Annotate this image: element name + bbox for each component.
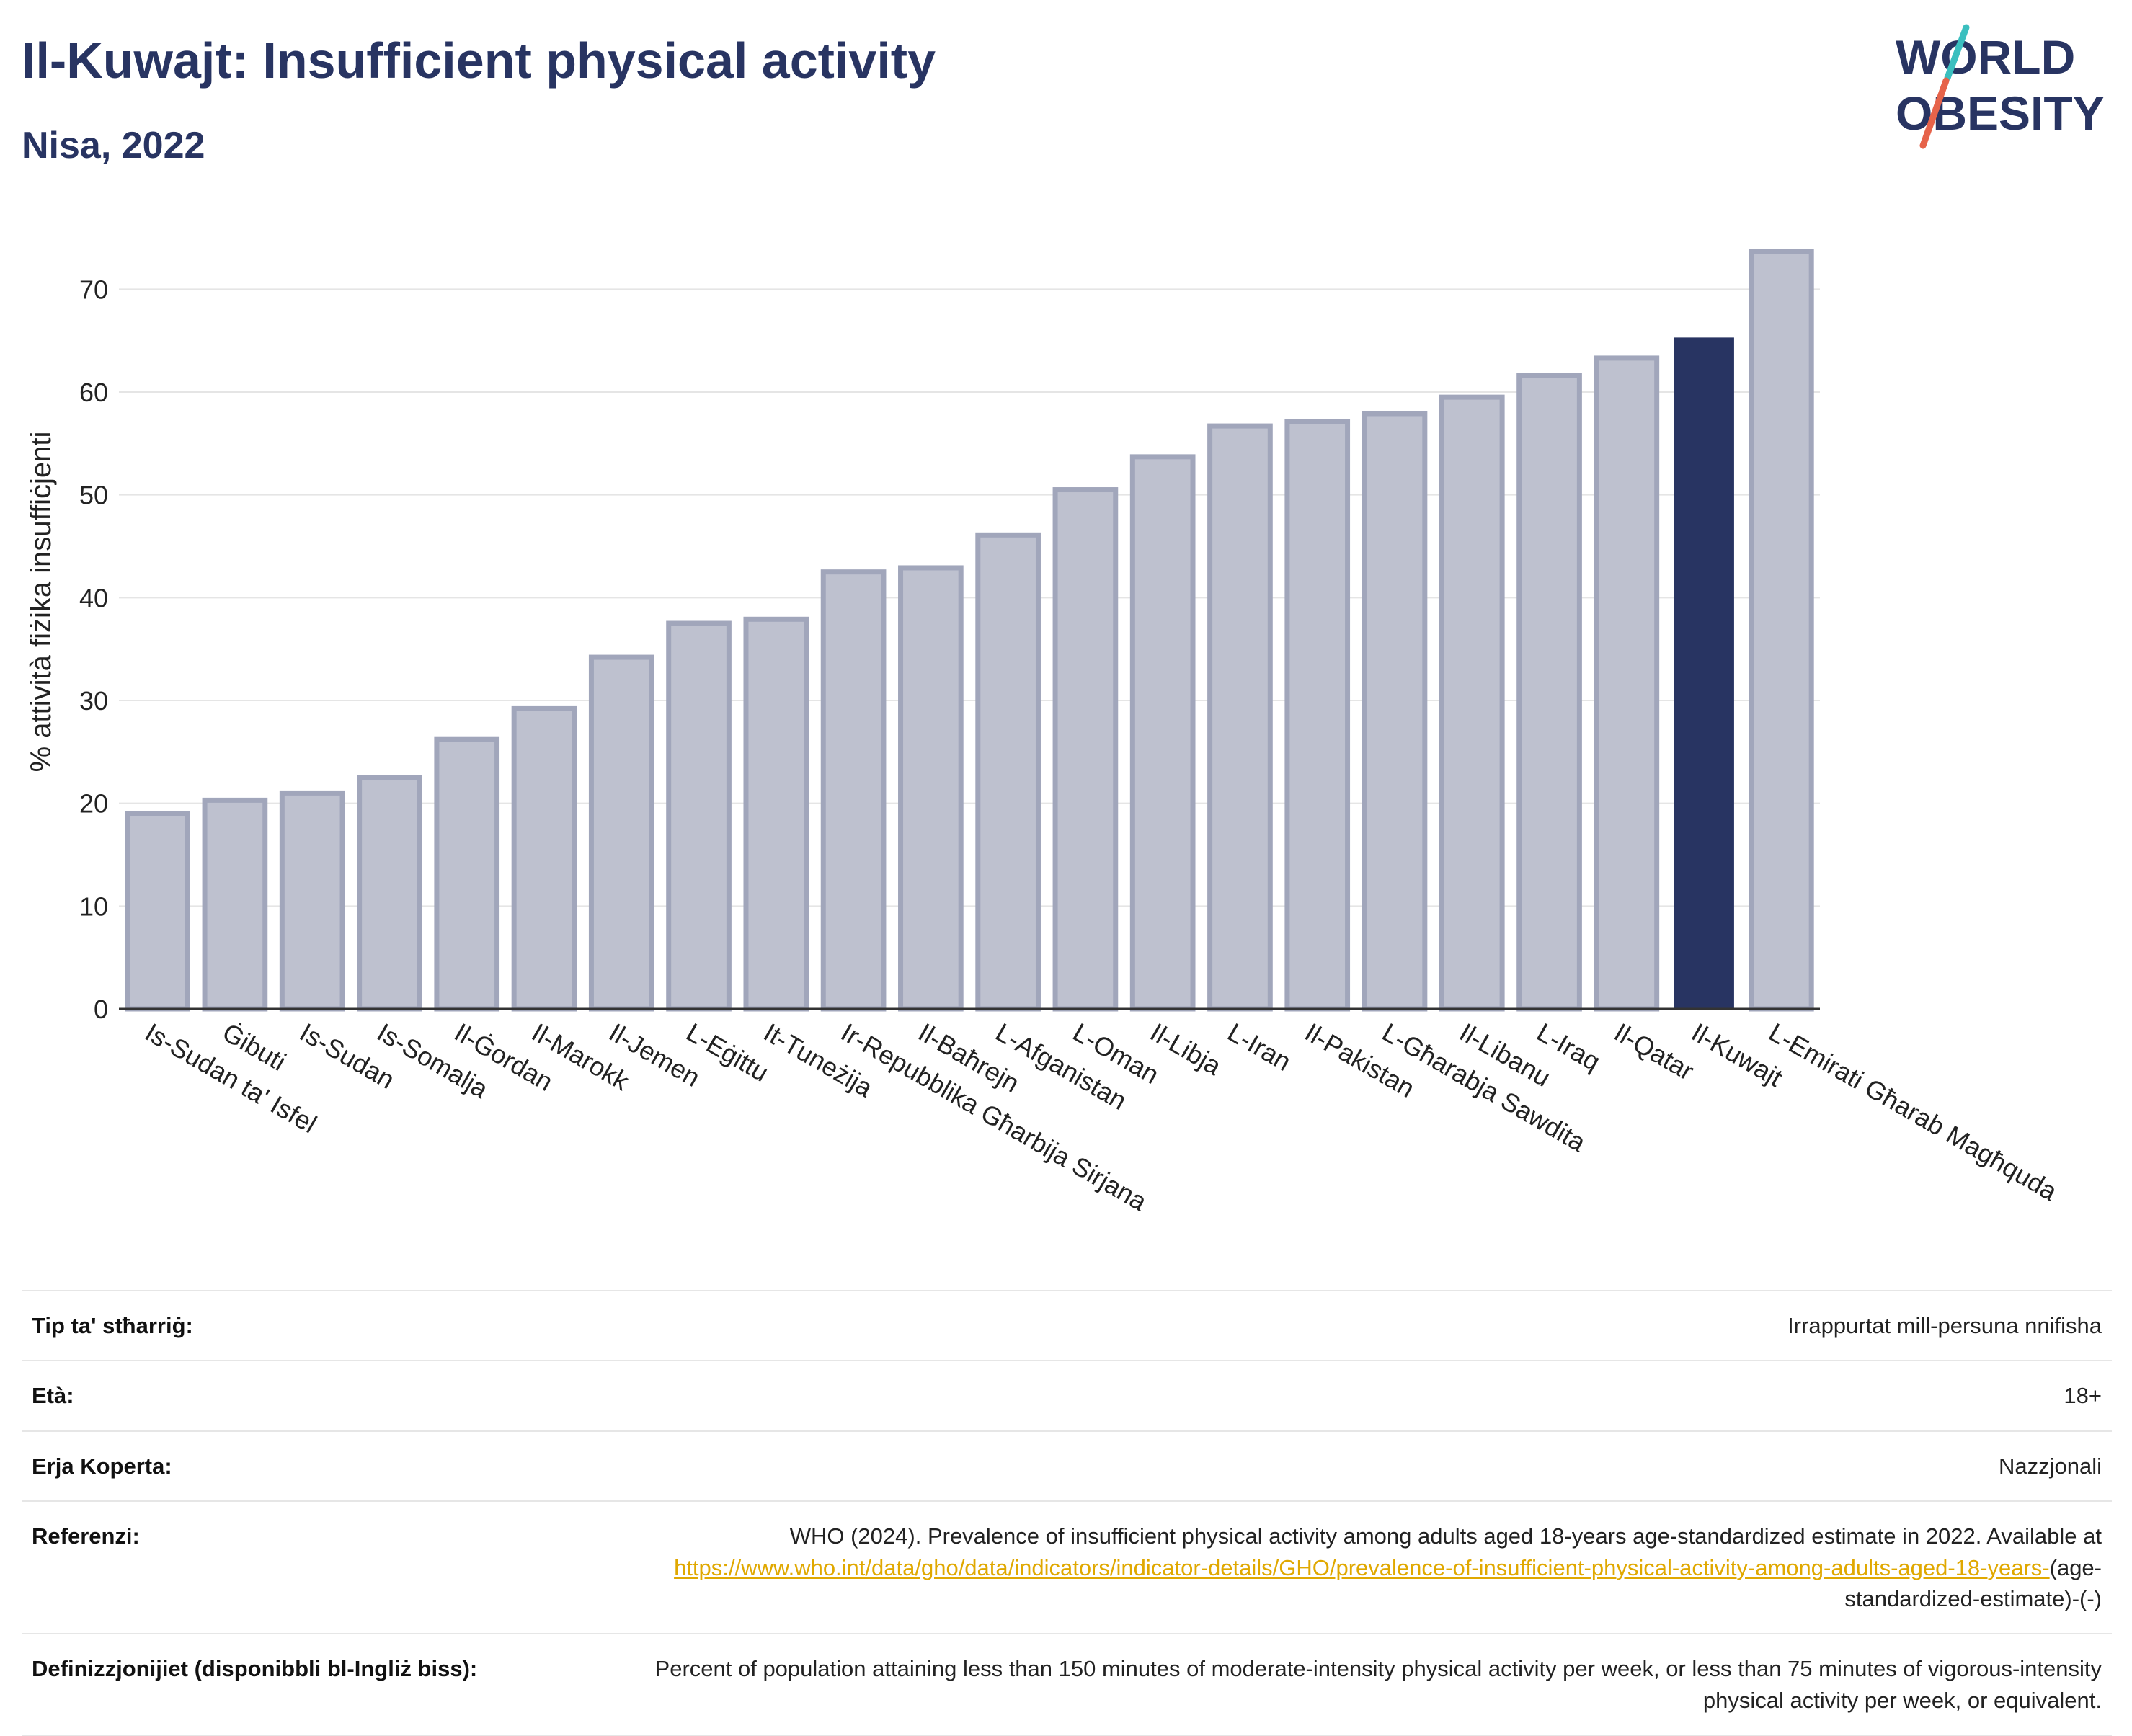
bar xyxy=(588,654,654,1012)
y-tick-label: 70 xyxy=(79,275,108,304)
info-label: Erja Koperta: xyxy=(22,1430,590,1503)
bar xyxy=(666,620,732,1012)
bar-highlighted xyxy=(1674,337,1734,1009)
logo-line1: WORLD xyxy=(1896,30,2075,84)
bar xyxy=(975,532,1041,1012)
x-tick-label: Il-Qatar xyxy=(1609,1017,1699,1086)
info-row-definition: Definizzjonijiet (disponibbli bl-Ingliż … xyxy=(22,1633,2112,1736)
bar xyxy=(743,616,809,1012)
y-tick-label: 60 xyxy=(79,378,108,407)
bar xyxy=(1052,487,1119,1012)
info-label: Referenzi: xyxy=(22,1500,590,1635)
page-subtitle: Nisa, 2022 xyxy=(22,125,205,166)
bar xyxy=(511,705,577,1012)
info-table: Tip ta' stħarriġ: Irrappurtat mill-persu… xyxy=(22,1289,2112,1736)
definition-value: Percent of population attaining less tha… xyxy=(590,1633,2112,1736)
reference-link[interactable]: https://www.who.int/data/gho/data/indica… xyxy=(674,1554,2050,1580)
y-tick-label: 10 xyxy=(79,891,108,921)
bar xyxy=(1749,249,1814,1012)
reference-text: WHO (2024). Prevalence of insufficient p… xyxy=(789,1523,2102,1549)
info-label: Tip ta' stħarriġ: xyxy=(22,1289,590,1362)
y-axis-label: % attività fiżika insuffiċjenti xyxy=(25,432,57,773)
x-tick-label: L-Iran xyxy=(1222,1017,1296,1077)
y-tick-label: 0 xyxy=(94,994,108,1024)
info-row-area: Erja Koperta: Nazzjonali xyxy=(22,1430,2112,1503)
bar xyxy=(279,790,345,1012)
y-tick-label: 40 xyxy=(79,583,108,613)
bar xyxy=(1439,394,1505,1012)
reference-value: WHO (2024). Prevalence of insufficient p… xyxy=(590,1500,2112,1635)
bar xyxy=(820,569,887,1012)
bar xyxy=(898,565,964,1012)
info-value: 18+ xyxy=(590,1360,2112,1432)
page-title: Il-Kuwajt: Insufficient physical activit… xyxy=(22,32,936,89)
bar xyxy=(1594,355,1660,1012)
info-value: Irrappurtat mill-persuna nnifisha xyxy=(590,1289,2112,1362)
bar xyxy=(1207,423,1273,1012)
info-row-survey-type: Tip ta' stħarriġ: Irrappurtat mill-persu… xyxy=(22,1289,2112,1362)
world-obesity-logo: WORLD OBESITY xyxy=(1896,24,2105,149)
bar xyxy=(1129,454,1196,1012)
bar-chart: 0 10 20 30 40 50 60 70 Is-Sudan ta' IsfelĠibuti… xyxy=(25,249,2063,1217)
info-value: Nazzjonali xyxy=(590,1430,2112,1503)
bar xyxy=(357,775,422,1012)
y-tick-label: 50 xyxy=(79,481,108,510)
bar xyxy=(125,811,190,1012)
bar xyxy=(1362,411,1428,1012)
y-tick-label: 30 xyxy=(79,686,108,716)
bar xyxy=(202,797,268,1012)
logo-slash-teal xyxy=(1944,24,1970,81)
bar xyxy=(434,736,500,1012)
reference-tail: (age-standardized-estimate)-(-) xyxy=(1844,1554,2102,1611)
info-label: Età: xyxy=(22,1360,590,1432)
info-label: Definizzjonijiet (disponibbli bl-Ingliż … xyxy=(22,1633,590,1736)
y-tick-label: 20 xyxy=(79,789,108,819)
info-row-age: Età: 18+ xyxy=(22,1360,2112,1432)
bar xyxy=(1284,419,1351,1012)
logo-slash-red xyxy=(1919,77,1950,149)
bar xyxy=(1516,373,1582,1012)
y-tick-labels: 0 10 20 30 40 50 60 70 xyxy=(79,275,108,1024)
x-tick-label: L-Emirati Għarab Magħquda xyxy=(1764,1017,2063,1206)
info-row-reference: Referenzi: WHO (2024). Prevalence of ins… xyxy=(22,1500,2112,1635)
bars xyxy=(125,249,1814,1012)
